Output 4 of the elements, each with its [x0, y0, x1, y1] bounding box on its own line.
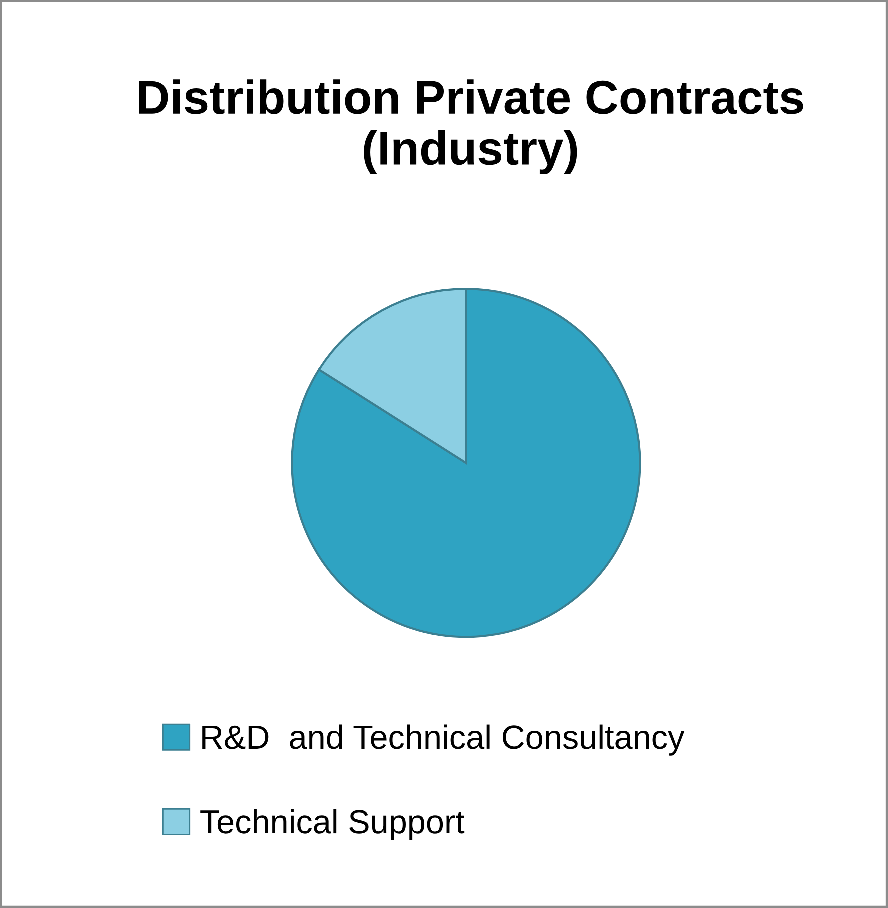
- legend-label: R&D and Technical Consultancy: [202, 724, 685, 756]
- chart-title: Distribution Private Contracts (Industry): [139, 80, 804, 175]
- pie-slice: [291, 288, 642, 638]
- legend-label: Technical Support: [200, 809, 465, 840]
